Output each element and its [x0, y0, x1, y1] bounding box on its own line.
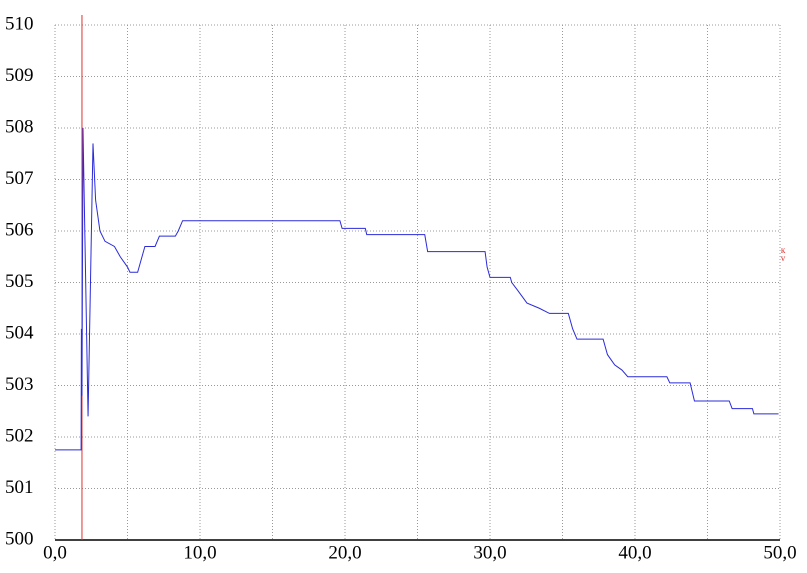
- x-tick-label: 50,0: [763, 542, 796, 563]
- x-tick-label: 40,0: [618, 542, 651, 563]
- data-line: [55, 127, 779, 451]
- y-tick-label: 501: [5, 477, 34, 498]
- y-tick-label: 510: [5, 13, 34, 34]
- y-tick-label: 506: [5, 219, 34, 240]
- x-tick-label: 0,0: [43, 542, 67, 563]
- y-tick-label: 508: [5, 116, 34, 137]
- y-tick-label: 502: [5, 425, 34, 446]
- x-tick-label: 10,0: [183, 542, 216, 563]
- x-tick-label: 30,0: [473, 542, 506, 563]
- y-tick-label: 507: [5, 168, 34, 189]
- y-tick-label: 500: [5, 528, 34, 549]
- y-tick-label: 505: [5, 271, 34, 292]
- marker-label: к: [781, 245, 786, 255]
- y-tick-label: 509: [5, 65, 34, 86]
- x-tick-label: 20,0: [328, 542, 361, 563]
- y-tick-label: 504: [5, 322, 34, 343]
- y-tick-label: 503: [5, 374, 34, 395]
- marker-label: v: [781, 253, 786, 263]
